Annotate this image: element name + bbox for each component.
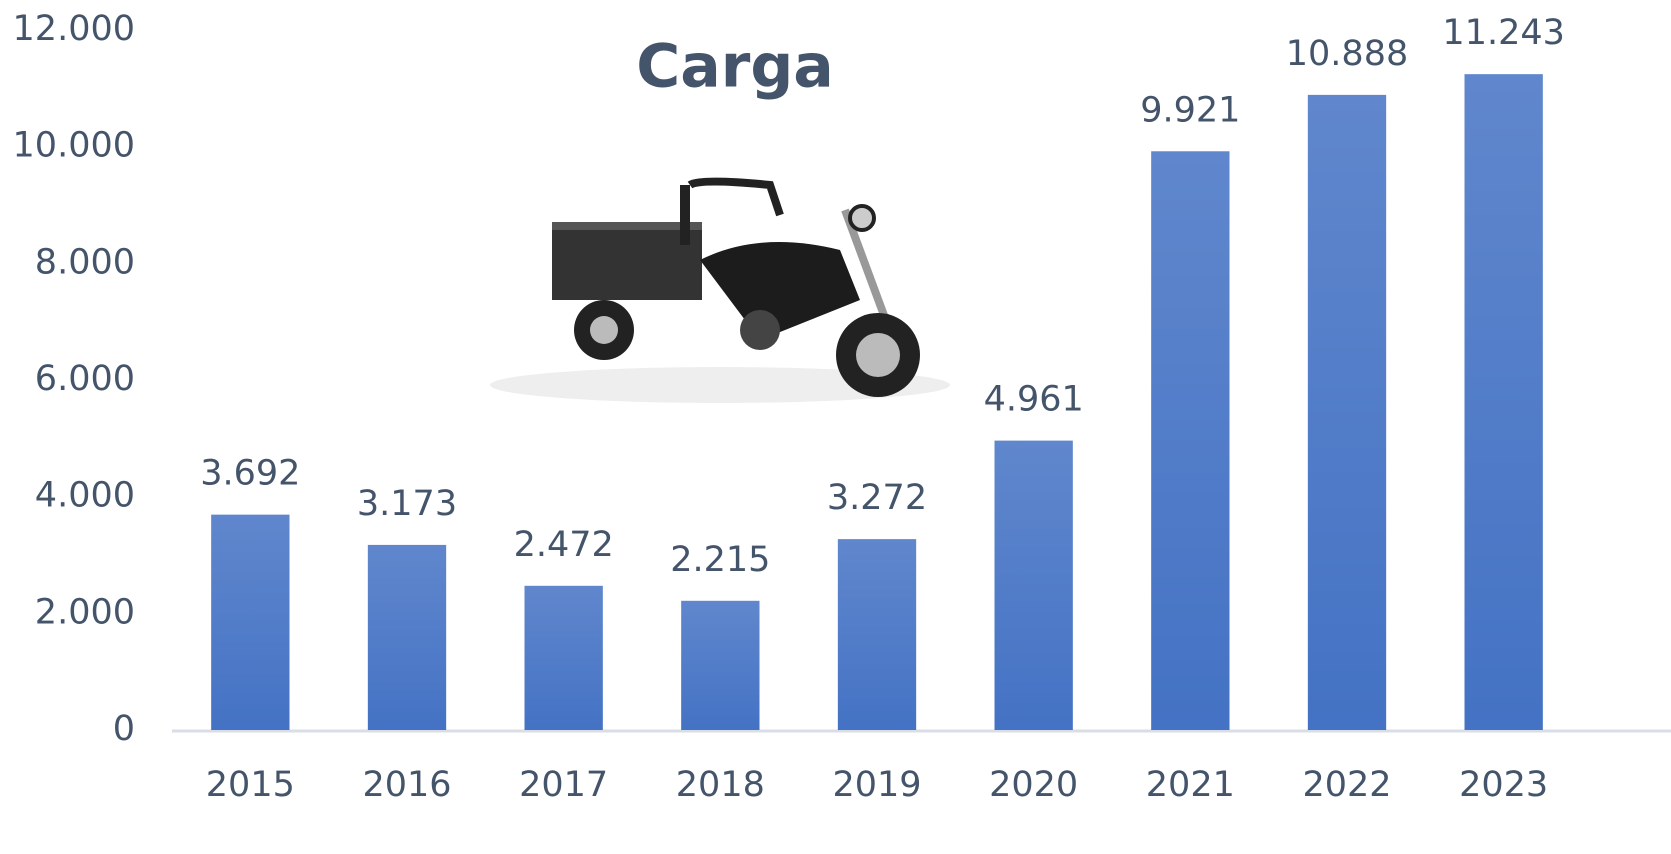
chart-title: Carga (636, 32, 834, 102)
value-label: 3.173 (357, 484, 457, 524)
value-label: 4.961 (984, 380, 1084, 420)
bar (367, 544, 447, 730)
bar (1151, 151, 1230, 730)
bar (211, 514, 290, 730)
x-tick-label: 2023 (1459, 765, 1548, 805)
value-label: 10.888 (1286, 34, 1408, 74)
x-tick-label: 2022 (1302, 765, 1391, 805)
value-label: 3.692 (200, 454, 300, 494)
y-tick-label: 2.000 (35, 592, 135, 632)
illustration (490, 177, 950, 403)
x-tick-label: 2017 (519, 765, 608, 805)
value-label: 9.921 (1140, 90, 1240, 130)
bar (994, 440, 1073, 730)
x-tick-label: 2019 (832, 765, 921, 805)
value-label: 11.243 (1442, 13, 1564, 53)
bar (837, 539, 917, 730)
y-tick-label: 4.000 (35, 476, 135, 516)
x-tick-label: 2016 (362, 765, 451, 805)
x-tick-label: 2020 (989, 765, 1078, 805)
x-tick-label: 2015 (206, 765, 295, 805)
y-tick-label: 8.000 (35, 242, 135, 282)
value-label: 3.272 (827, 478, 927, 518)
bar (524, 585, 603, 730)
y-tick-label: 6.000 (35, 359, 135, 399)
value-label: 2.472 (514, 525, 614, 565)
bar (1307, 94, 1387, 730)
x-tick-label: 2021 (1146, 765, 1235, 805)
y-tick-label: 12.000 (13, 9, 135, 49)
value-label: 2.215 (670, 540, 770, 580)
x-tick-label: 2018 (676, 765, 765, 805)
bar (1464, 74, 1543, 731)
bar (681, 600, 760, 730)
y-tick-label: 0 (113, 709, 135, 749)
y-tick-label: 10.000 (13, 126, 135, 166)
